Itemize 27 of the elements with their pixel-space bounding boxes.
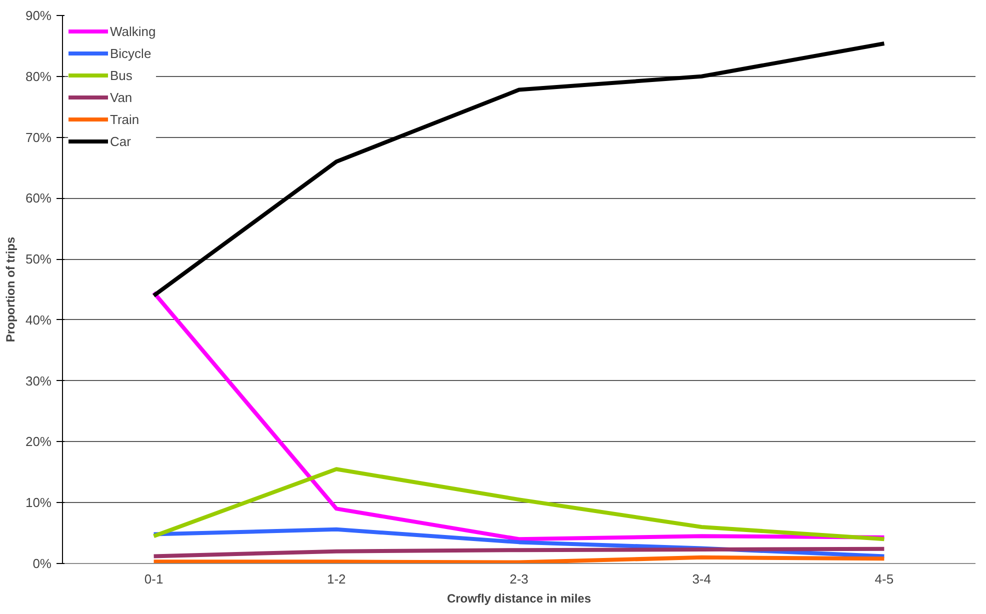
y-tick-label: 90% bbox=[25, 8, 52, 23]
y-tick-label: 70% bbox=[25, 130, 52, 145]
y-axis-title: Proportion of trips bbox=[3, 236, 18, 342]
y-tick-label: 40% bbox=[25, 312, 52, 328]
x-tick-label: 4-5 bbox=[874, 572, 894, 586]
y-tick-label: 50% bbox=[25, 252, 52, 267]
x-tick-label: 3-4 bbox=[692, 572, 711, 586]
x-tick-label: 0-1 bbox=[144, 572, 164, 586]
legend-label: Van bbox=[110, 90, 132, 104]
y-tick-label: 20% bbox=[25, 434, 52, 450]
line-series bbox=[152, 42, 886, 298]
y-tick-label: 0% bbox=[32, 556, 52, 571]
x-tick-label: 1-2 bbox=[327, 572, 346, 586]
y-tick-label: 60% bbox=[25, 190, 52, 206]
legend-label: Bicycle bbox=[110, 46, 152, 60]
line-series bbox=[152, 467, 886, 542]
x-axis-title: Crowfly distance in miles bbox=[446, 592, 592, 606]
legend-label: Walking bbox=[110, 24, 156, 38]
legend-label: Train bbox=[110, 112, 140, 126]
y-tick-label: 30% bbox=[25, 373, 52, 388]
y-tick-label: 10% bbox=[25, 495, 52, 510]
legend-label: Car bbox=[110, 134, 131, 148]
line-series bbox=[152, 290, 886, 542]
y-tick-label: 80% bbox=[25, 68, 52, 84]
line-series bbox=[152, 546, 886, 558]
legend-label: Bus bbox=[110, 68, 132, 82]
x-tick-label: 2-3 bbox=[510, 572, 528, 586]
